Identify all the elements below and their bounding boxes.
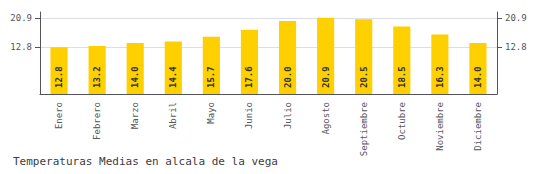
svg-text:12.8: 12.8 bbox=[54, 66, 64, 88]
svg-text:20.5: 20.5 bbox=[359, 66, 369, 88]
svg-text:12.8: 12.8 bbox=[10, 42, 32, 52]
svg-text:Octubre: Octubre bbox=[397, 102, 407, 140]
svg-text:16.3: 16.3 bbox=[435, 66, 445, 88]
svg-text:Mayo: Mayo bbox=[206, 102, 216, 124]
svg-text:Julio: Julio bbox=[283, 102, 293, 129]
svg-text:20.9: 20.9 bbox=[10, 13, 32, 23]
svg-text:15.7: 15.7 bbox=[206, 66, 216, 88]
svg-text:Febrero: Febrero bbox=[92, 102, 102, 140]
svg-text:14.4: 14.4 bbox=[168, 66, 178, 88]
svg-text:Septiembre: Septiembre bbox=[359, 102, 369, 156]
svg-text:18.5: 18.5 bbox=[397, 66, 407, 88]
svg-text:14.0: 14.0 bbox=[130, 66, 140, 88]
svg-text:20.9: 20.9 bbox=[505, 13, 527, 23]
svg-text:Enero: Enero bbox=[54, 102, 64, 129]
svg-text:12.8: 12.8 bbox=[505, 42, 527, 52]
svg-text:20.0: 20.0 bbox=[283, 66, 293, 88]
svg-text:17.6: 17.6 bbox=[244, 66, 254, 88]
svg-text:Abril: Abril bbox=[168, 102, 178, 129]
svg-text:Agosto: Agosto bbox=[321, 102, 331, 135]
svg-text:Diciembre: Diciembre bbox=[473, 102, 483, 151]
svg-text:Noviembre: Noviembre bbox=[435, 102, 445, 151]
svg-text:20.9: 20.9 bbox=[321, 66, 331, 88]
svg-text:Marzo: Marzo bbox=[130, 102, 140, 129]
svg-text:Junio: Junio bbox=[244, 102, 254, 129]
svg-text:14.0: 14.0 bbox=[473, 66, 483, 88]
svg-text:Temperaturas Medias en alcala: Temperaturas Medias en alcala de la vega bbox=[13, 155, 278, 168]
svg-text:13.2: 13.2 bbox=[92, 66, 102, 88]
